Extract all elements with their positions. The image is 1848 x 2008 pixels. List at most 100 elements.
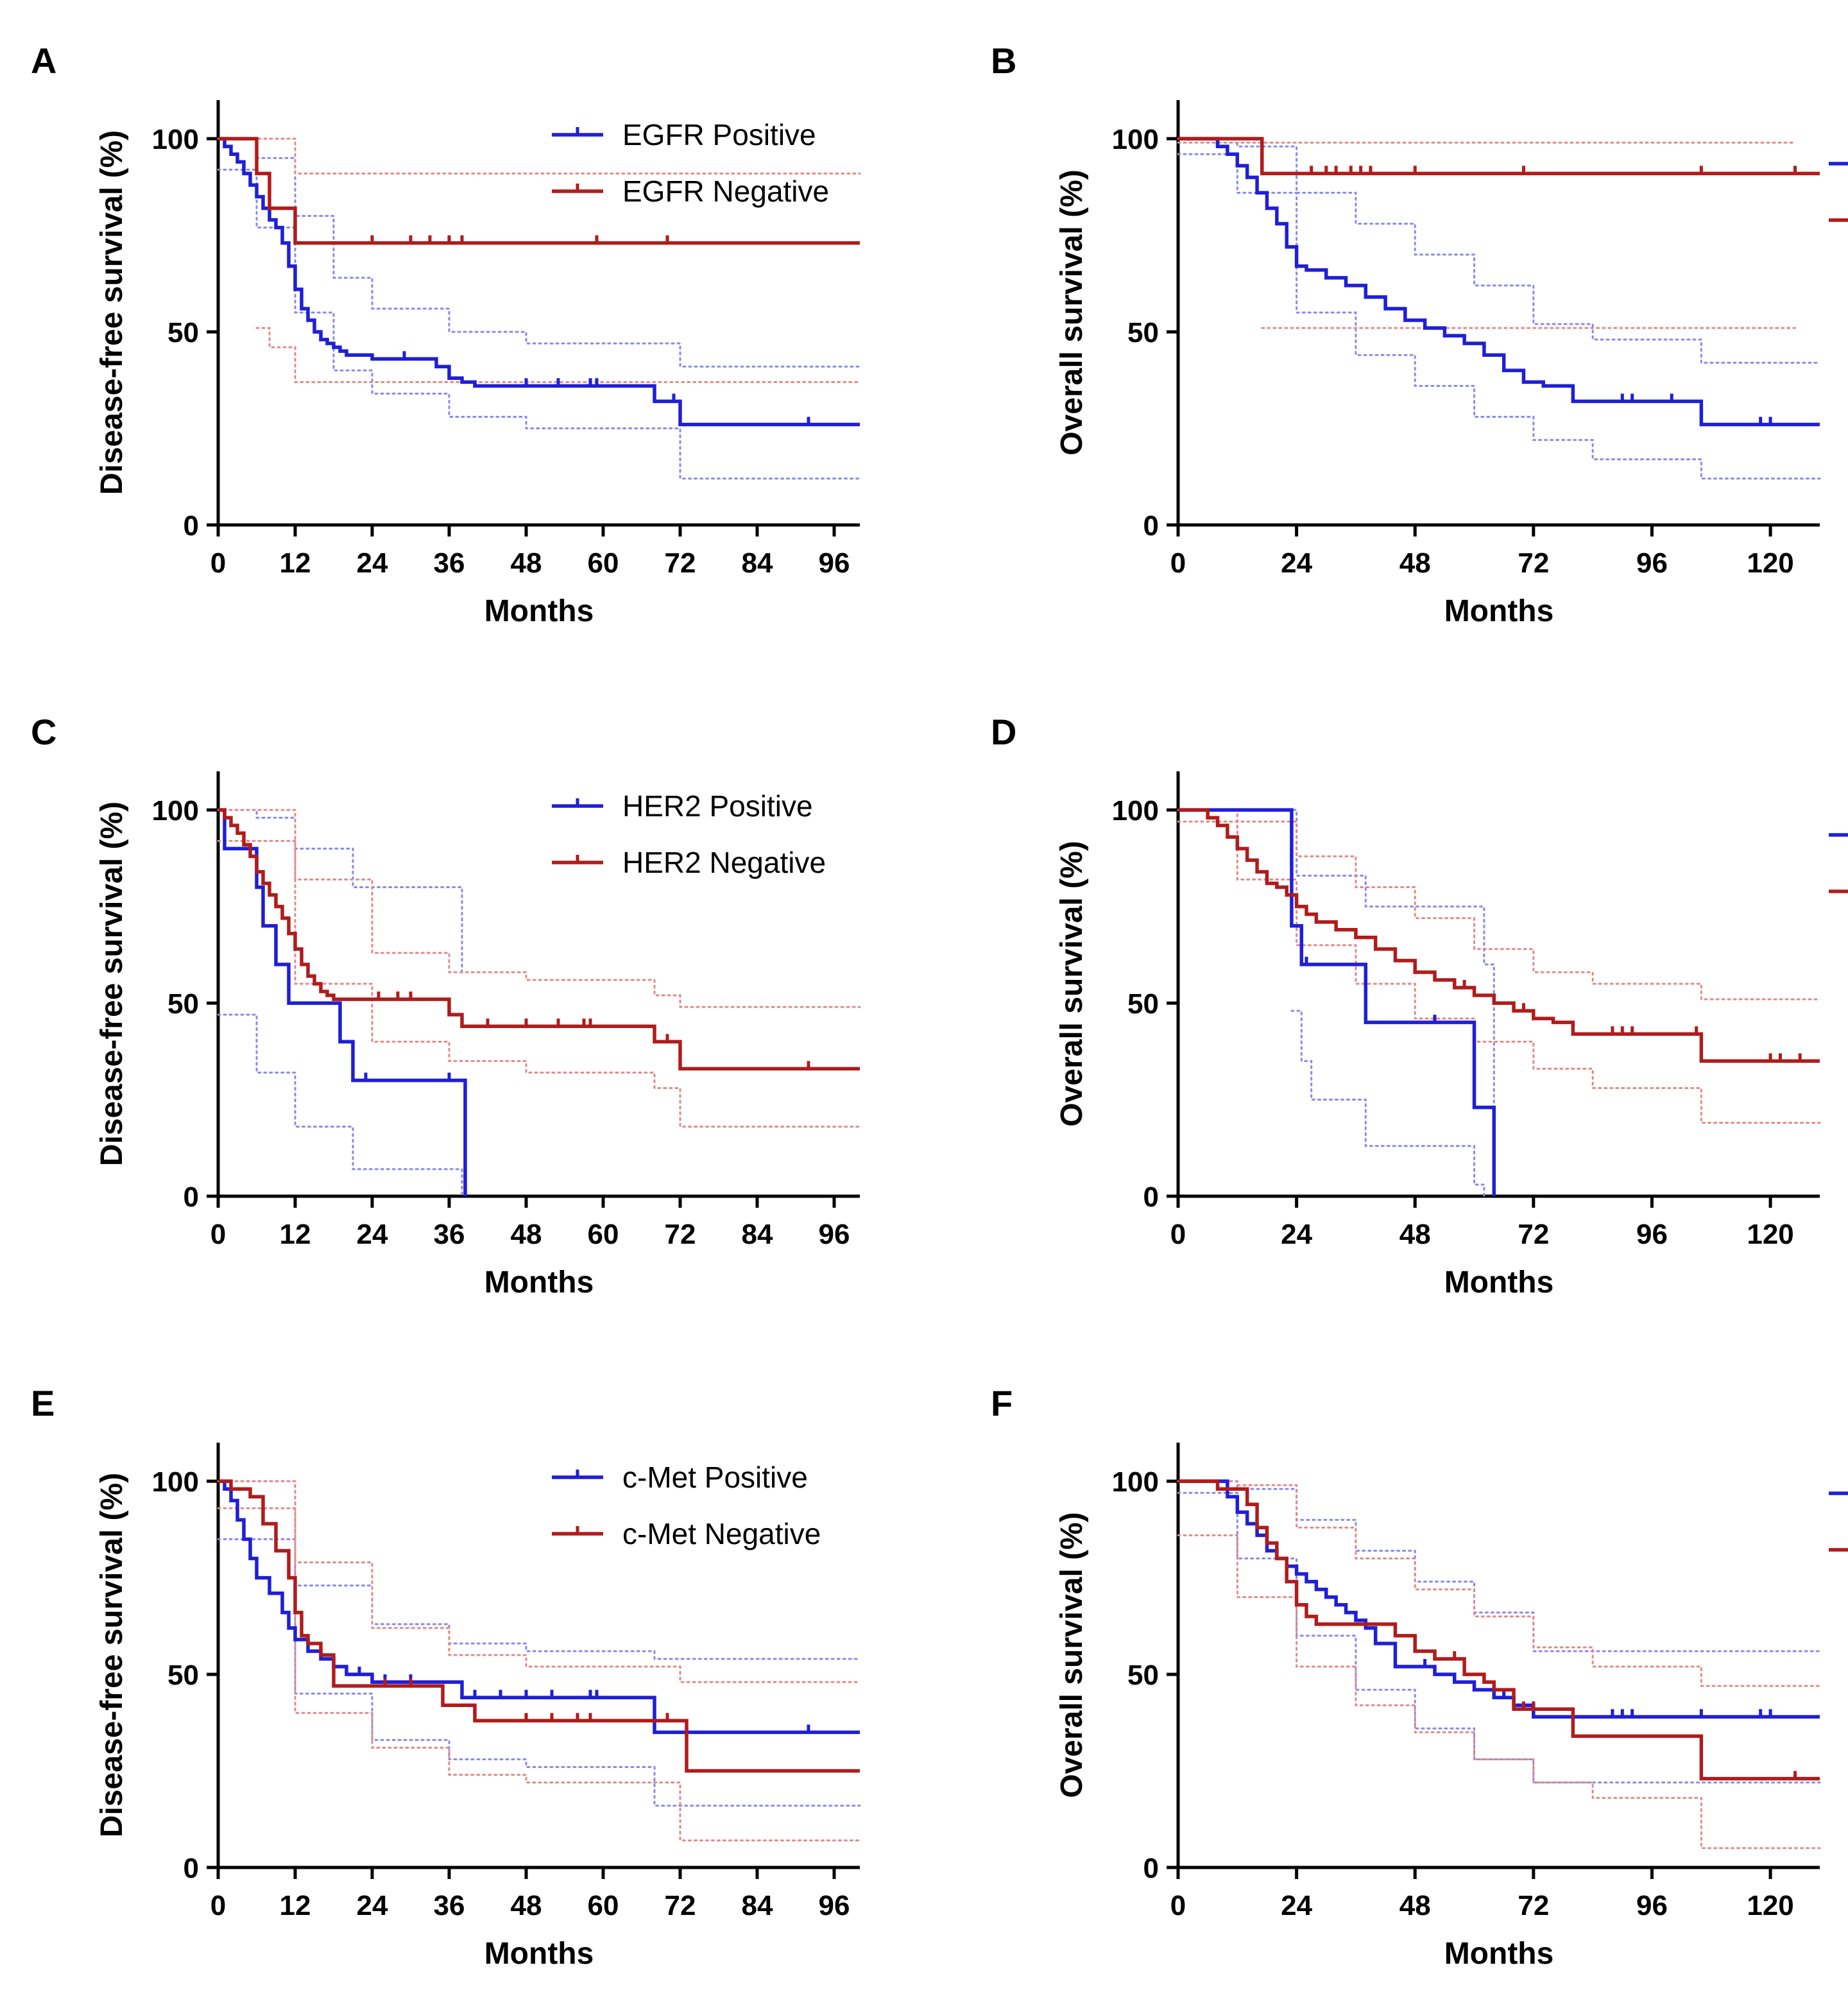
x-tick-label: 72 xyxy=(665,547,696,579)
legend-label: EGFR Negative xyxy=(622,175,829,208)
x-tick-label: 12 xyxy=(280,547,311,579)
ci-line-upper xyxy=(1177,1480,1821,1652)
survival-curve xyxy=(218,137,860,427)
x-tick-label: 24 xyxy=(357,1219,388,1250)
chart-panel-d: D 0 24 48 72 96 120 0 50 100 Months Overall surviva… xyxy=(991,712,1848,1300)
x-tick-label: 48 xyxy=(1399,547,1431,579)
y-axis-title: Overall survival (%) xyxy=(1055,841,1089,1127)
x-tick-label: 60 xyxy=(588,1890,619,1921)
y-tick-label: 50 xyxy=(1127,1660,1159,1691)
panel-letter: E xyxy=(31,1383,55,1423)
panel-letter: F xyxy=(991,1383,1013,1423)
ci-line-lower xyxy=(217,839,861,1128)
x-tick-label: 96 xyxy=(819,547,850,579)
x-tick-label: 0 xyxy=(210,1219,226,1250)
y-tick-label: 0 xyxy=(184,1853,199,1884)
chart-panel-e: E 0 12 24 36 48 60 72 84 96 0 50 100 Months Disease-fr… xyxy=(31,1383,861,1971)
survival-curve xyxy=(218,1479,860,1735)
x-tick-label: 0 xyxy=(1170,547,1186,579)
survival-curve xyxy=(1178,808,1820,1063)
y-tick-label: 0 xyxy=(184,510,199,542)
ci-line-lower xyxy=(217,1013,463,1197)
y-tick-label: 0 xyxy=(1143,1181,1159,1213)
x-tick-label: 84 xyxy=(742,1890,773,1921)
y-tick-label: 100 xyxy=(152,124,199,155)
x-tick-label: 72 xyxy=(665,1219,696,1250)
ci-line-upper xyxy=(217,809,861,1008)
y-axis-title: Disease-free survival (%) xyxy=(95,802,129,1166)
x-tick-label: 12 xyxy=(280,1890,311,1921)
x-tick-label: 72 xyxy=(1518,1890,1549,1921)
x-tick-label: 48 xyxy=(511,547,542,579)
x-tick-label: 120 xyxy=(1747,1219,1793,1250)
ci-line-lower xyxy=(1290,1009,1485,1197)
y-tick-label: 0 xyxy=(1143,1853,1159,1884)
chart-panel-b: B 0 24 48 72 96 120 0 50 100 Months Overall surviva… xyxy=(991,40,1848,628)
survival-curve xyxy=(1178,137,1820,427)
ci-line-lower xyxy=(1177,1534,1821,1849)
x-tick-label: 60 xyxy=(588,547,619,579)
x-tick-label: 48 xyxy=(1399,1219,1431,1250)
ci-line-upper xyxy=(1177,1480,1821,1687)
ci-line-upper xyxy=(217,137,861,175)
x-tick-label: 24 xyxy=(1281,547,1312,579)
y-tick-label: 0 xyxy=(1143,510,1159,542)
ci-line-upper xyxy=(1177,809,1821,1000)
survival-curve xyxy=(1178,1479,1820,1719)
x-tick-label: 0 xyxy=(210,547,226,579)
panel-letter: D xyxy=(991,712,1016,752)
x-tick-label: 24 xyxy=(357,547,388,579)
y-tick-label: 100 xyxy=(1112,124,1159,155)
x-tick-label: 0 xyxy=(1170,1219,1186,1250)
x-tick-label: 96 xyxy=(1636,1890,1668,1921)
legend-label: EGFR Positive xyxy=(622,118,816,151)
x-tick-label: 36 xyxy=(434,1890,465,1921)
legend-label: c-Met Negative xyxy=(622,1517,821,1550)
y-tick-label: 0 xyxy=(184,1181,199,1213)
ci-line-upper xyxy=(217,1480,861,1660)
ci-line-lower xyxy=(255,327,861,383)
x-tick-label: 96 xyxy=(819,1219,850,1250)
y-tick-label: 50 xyxy=(1127,988,1159,1020)
survival-curve xyxy=(218,1479,860,1773)
x-tick-label: 96 xyxy=(819,1890,850,1921)
x-tick-label: 48 xyxy=(511,1890,542,1921)
ci-line-lower xyxy=(217,1507,861,1842)
y-axis-title: Overall survival (%) xyxy=(1055,1512,1089,1798)
panel-letter: B xyxy=(991,40,1016,81)
ci-line-upper xyxy=(1177,809,1495,1197)
x-tick-label: 24 xyxy=(1281,1890,1312,1921)
survival-curve xyxy=(218,808,860,1071)
x-tick-label: 36 xyxy=(434,547,465,579)
x-tick-label: 120 xyxy=(1747,1890,1793,1921)
x-tick-label: 24 xyxy=(1281,1219,1312,1250)
ci-line-upper xyxy=(217,137,861,368)
legend-label: HER2 Positive xyxy=(622,789,813,823)
x-tick-label: 84 xyxy=(742,547,773,579)
y-tick-label: 100 xyxy=(152,1466,199,1498)
x-tick-label: 36 xyxy=(434,1219,465,1250)
survival-curve xyxy=(1178,137,1820,176)
ci-line-lower xyxy=(1177,1491,1821,1784)
x-axis-title: Months xyxy=(484,594,594,628)
y-axis-title: Overall survival (%) xyxy=(1055,169,1089,456)
legend-label: HER2 Negative xyxy=(622,846,826,879)
x-axis-title: Months xyxy=(484,1937,594,1971)
x-tick-label: 48 xyxy=(511,1219,542,1250)
ci-line-lower xyxy=(1177,820,1821,1124)
survival-curve xyxy=(1178,808,1496,1196)
ci-line-lower xyxy=(217,1538,861,1807)
survival-curve xyxy=(218,137,860,245)
x-tick-label: 0 xyxy=(210,1890,226,1921)
x-tick-label: 12 xyxy=(280,1219,311,1250)
ci-line-upper xyxy=(217,809,463,977)
y-tick-label: 50 xyxy=(167,1660,199,1691)
ci-line-lower xyxy=(1177,153,1821,480)
legend-label: c-Met Positive xyxy=(622,1461,808,1494)
x-tick-label: 72 xyxy=(665,1890,696,1921)
y-tick-label: 100 xyxy=(152,795,199,827)
x-axis-title: Months xyxy=(1444,1937,1554,1971)
chart-panel-c: C 0 12 24 36 48 60 72 84 96 0 50 100 Months Disease-fr… xyxy=(31,712,861,1300)
x-tick-label: 0 xyxy=(1170,1890,1186,1921)
